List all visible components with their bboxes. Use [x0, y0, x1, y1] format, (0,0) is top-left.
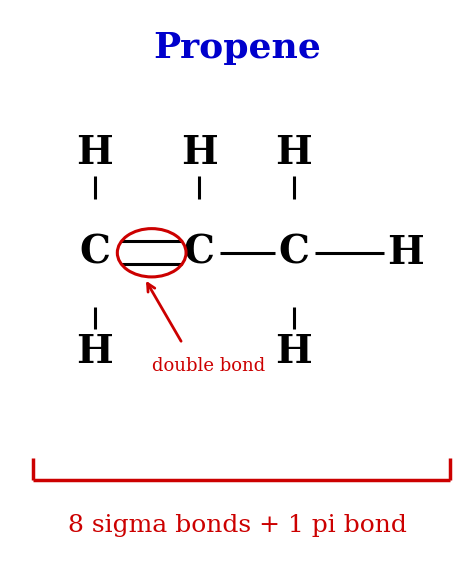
Text: H: H: [76, 333, 113, 371]
Text: C: C: [278, 234, 310, 272]
Text: H: H: [76, 135, 113, 172]
Text: H: H: [275, 333, 312, 371]
Text: H: H: [275, 135, 312, 172]
Text: C: C: [183, 234, 215, 272]
Text: double bond: double bond: [152, 357, 265, 375]
Text: H: H: [181, 135, 218, 172]
Text: C: C: [79, 234, 110, 272]
Text: Propene: Propene: [153, 31, 321, 65]
Text: 8 sigma bonds + 1 pi bond: 8 sigma bonds + 1 pi bond: [68, 514, 406, 537]
Text: H: H: [387, 234, 424, 272]
